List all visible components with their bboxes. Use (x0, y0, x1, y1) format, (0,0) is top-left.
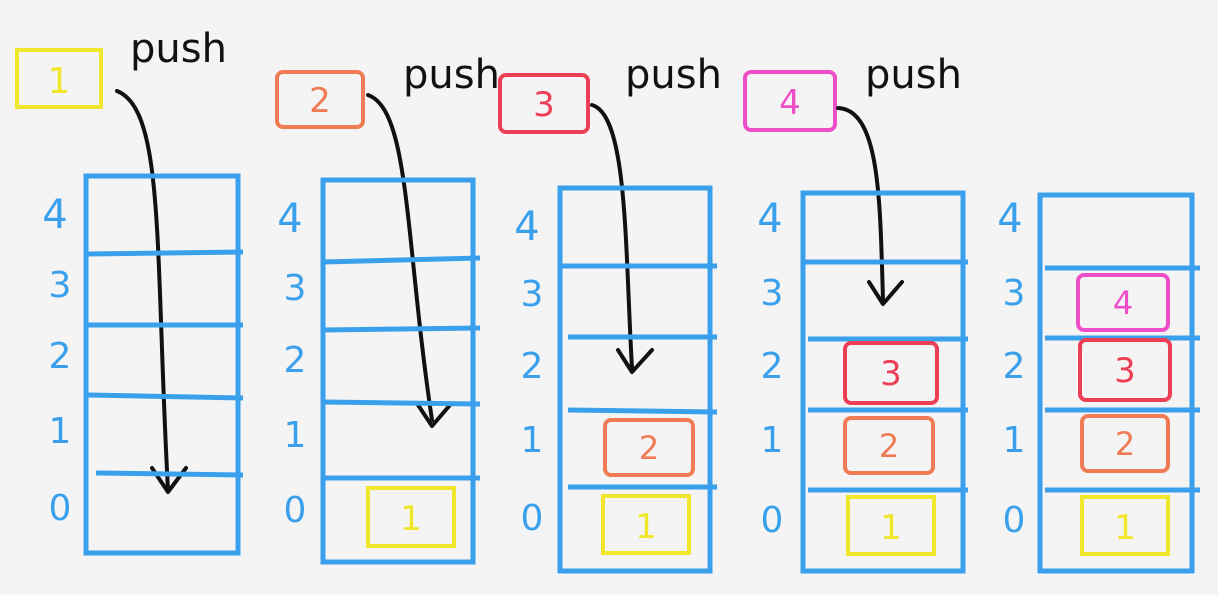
index-label-4: 4 (277, 196, 302, 242)
stack-2-divider (322, 399, 481, 407)
stack-5-item-1 (1080, 495, 1170, 556)
stack-3-item-2 (603, 418, 695, 477)
index-label-2: 2 (1003, 346, 1026, 387)
stack-5-item-3-label: 3 (1114, 351, 1136, 391)
stack-2-divider (322, 325, 481, 333)
index-label-2: 2 (761, 346, 784, 387)
stack-5-item-4 (1076, 273, 1170, 332)
push-label-4: push (865, 52, 962, 98)
index-label-1: 1 (521, 420, 544, 461)
stack-5-frame (1037, 192, 1195, 574)
index-label-1: 1 (284, 415, 307, 456)
stack-3-item-1 (601, 494, 691, 555)
stack-3: 4 3 2 1 0 2 1 (514, 185, 718, 574)
source-box-4-label: 4 (779, 83, 801, 123)
stack-4-item-1 (846, 495, 936, 556)
index-label-3: 3 (521, 274, 544, 315)
stack-5-item-2 (1080, 414, 1170, 473)
push-label-1: push (130, 26, 227, 72)
source-box-1-label: 1 (48, 61, 71, 102)
stack-3-divider (567, 407, 718, 415)
stack-1-divider (87, 392, 244, 401)
push-step-2: 2 push (275, 52, 500, 428)
push-step-1: 1 push (15, 26, 227, 494)
stack-5-item-2-label: 2 (1115, 425, 1135, 463)
index-label-0: 0 (1003, 500, 1026, 541)
stack-4-item-1-label: 1 (880, 508, 902, 548)
stack-1-frame (83, 173, 241, 556)
index-label-4: 4 (42, 192, 67, 238)
index-label-0: 0 (49, 488, 72, 529)
stack-2-item-1 (366, 486, 456, 548)
push-label-2: push (403, 52, 500, 98)
index-label-2: 2 (521, 346, 544, 387)
push-arrowhead-3 (616, 348, 654, 374)
index-label-0: 0 (761, 500, 784, 541)
stack-1-divider (85, 249, 244, 257)
index-label-0: 0 (521, 498, 544, 539)
index-label-3: 3 (284, 268, 307, 309)
index-label-3: 3 (761, 273, 784, 314)
index-label-3: 3 (49, 265, 72, 306)
push-arrow-3 (590, 103, 634, 370)
stack-4-item-2-label: 2 (879, 427, 899, 465)
stack-4: 4 3 2 1 0 3 2 1 (757, 190, 968, 574)
index-label-1: 1 (49, 411, 72, 452)
stack-2-frame (320, 177, 476, 565)
index-label-1: 1 (761, 420, 784, 461)
stack-5-item-3 (1078, 338, 1172, 402)
push-arrow-2 (366, 93, 434, 422)
push-step-4: 4 push (743, 52, 962, 306)
stack-2: 4 3 2 1 0 1 (277, 177, 481, 565)
source-box-4 (743, 70, 837, 132)
push-arrow-1 (115, 89, 170, 492)
index-label-0: 0 (284, 490, 307, 531)
stack-2-item-1-label: 1 (400, 499, 422, 539)
stack-4-item-3-label: 3 (880, 354, 902, 394)
stack-5-item-4-label: 4 (1113, 284, 1133, 322)
push-label-3: push (625, 52, 722, 98)
stack-4-frame (800, 190, 966, 574)
index-label-1: 1 (1003, 420, 1026, 461)
push-step-3: 3 push (498, 52, 722, 374)
source-box-1 (15, 48, 103, 109)
stack-3-frame (557, 185, 713, 574)
stack-3-item-1-label: 1 (635, 507, 657, 547)
source-box-3 (498, 73, 590, 134)
stack-5: 4 3 2 1 0 4 3 2 1 (997, 192, 1200, 574)
index-label-3: 3 (1003, 273, 1026, 314)
push-arrow-4 (836, 106, 885, 302)
stack-4-item-3 (843, 341, 939, 405)
index-label-2: 2 (284, 340, 307, 381)
source-box-2-label: 2 (309, 81, 331, 121)
index-label-2: 2 (49, 336, 72, 377)
index-label-4: 4 (514, 204, 539, 250)
index-label-4: 4 (997, 196, 1022, 242)
stack-1: 4 3 2 1 0 (42, 173, 244, 556)
source-box-3-label: 3 (533, 85, 555, 125)
push-arrowhead-4 (867, 280, 904, 306)
stack-5-item-1-label: 1 (1114, 508, 1136, 548)
stack-3-item-2-label: 2 (639, 429, 659, 467)
source-box-2 (275, 70, 365, 129)
stack-1-divider (95, 470, 244, 478)
push-arrowhead-2 (416, 403, 452, 428)
stack-2-divider (322, 255, 481, 265)
stack-4-item-2 (843, 416, 935, 475)
index-label-4: 4 (757, 196, 782, 242)
